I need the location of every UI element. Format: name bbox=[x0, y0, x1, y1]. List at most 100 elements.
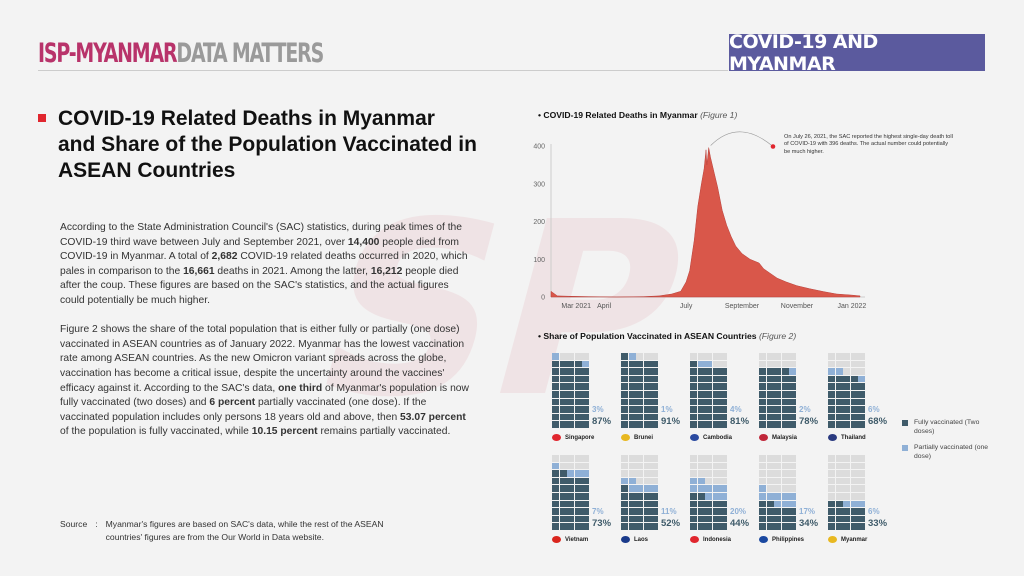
waffle-cell bbox=[552, 500, 559, 508]
waffle-cell bbox=[559, 493, 567, 500]
x-tick-label: April bbox=[597, 303, 611, 310]
waffle-cell bbox=[759, 508, 766, 515]
waffle-cell bbox=[705, 353, 713, 360]
waffle-cell bbox=[858, 375, 866, 383]
waffle-cell bbox=[858, 485, 866, 492]
legend-label-partial: Partially vaccinated (one dose) bbox=[914, 444, 989, 460]
waffle-cell bbox=[559, 470, 567, 477]
waffle-cell bbox=[690, 470, 697, 477]
flag-icon bbox=[690, 536, 699, 543]
waffle-cell bbox=[781, 383, 789, 390]
annotation-marker bbox=[770, 144, 776, 149]
waffle-cell bbox=[789, 368, 797, 375]
waffle-cell bbox=[774, 406, 782, 413]
waffle-cell bbox=[582, 413, 590, 421]
waffle-cell bbox=[835, 500, 843, 508]
partial-pct: 7% bbox=[592, 507, 604, 516]
waffle-cell bbox=[651, 455, 659, 462]
waffle-cell bbox=[651, 470, 659, 477]
waffle-cell bbox=[759, 500, 766, 508]
waffle-cell bbox=[766, 477, 774, 485]
waffle-cell bbox=[636, 455, 644, 462]
waffle-cell bbox=[690, 500, 697, 508]
waffle-cell bbox=[643, 375, 651, 383]
waffle-cell bbox=[582, 515, 590, 523]
waffle-cell bbox=[628, 406, 636, 413]
waffle-cell bbox=[789, 493, 797, 500]
waffle-cell bbox=[828, 391, 835, 398]
waffle-cell bbox=[781, 493, 789, 500]
waffle-cell bbox=[705, 413, 713, 421]
waffle-cell bbox=[574, 383, 582, 390]
waffle-cell bbox=[621, 477, 628, 485]
waffle-cell bbox=[552, 477, 559, 485]
waffle-cell bbox=[690, 477, 697, 485]
waffle-cell bbox=[789, 470, 797, 477]
waffle-cell bbox=[559, 500, 567, 508]
waffle-cell bbox=[712, 493, 720, 500]
waffle-cell bbox=[697, 406, 705, 413]
waffle-cell bbox=[850, 462, 858, 470]
waffle-cell bbox=[567, 398, 575, 406]
waffle-cell bbox=[567, 375, 575, 383]
waffle-cell bbox=[843, 455, 851, 462]
peak-annotation: On July 26, 2021, the SAC reported the h… bbox=[784, 134, 953, 155]
waffle-cell bbox=[835, 477, 843, 485]
waffle-cell bbox=[789, 353, 797, 360]
waffle-cell bbox=[559, 485, 567, 492]
waffle-cell bbox=[582, 508, 590, 515]
waffle-cell bbox=[712, 406, 720, 413]
waffle-cell bbox=[850, 477, 858, 485]
waffle-cell bbox=[774, 421, 782, 428]
waffle-cell bbox=[759, 368, 766, 375]
waffle-cell bbox=[835, 375, 843, 383]
country-name: Laos bbox=[634, 536, 649, 543]
waffle-cell bbox=[690, 515, 697, 523]
fully-pct: 78% bbox=[799, 416, 819, 427]
waffle-cell bbox=[697, 500, 705, 508]
waffle-cell bbox=[858, 515, 866, 523]
waffle-cell bbox=[621, 421, 628, 428]
waffle-cell bbox=[697, 353, 705, 360]
waffle-cell bbox=[712, 470, 720, 477]
waffle-cell bbox=[567, 406, 575, 413]
waffle-cell bbox=[789, 406, 797, 413]
waffle-cell bbox=[843, 485, 851, 492]
waffle-cell bbox=[774, 477, 782, 485]
waffle-cell bbox=[850, 368, 858, 375]
waffle-cell bbox=[628, 375, 636, 383]
waffle-cell bbox=[628, 353, 636, 360]
fully-pct: 68% bbox=[868, 416, 888, 427]
annotation-connector bbox=[710, 131, 774, 147]
waffle-cell bbox=[774, 485, 782, 492]
flag-icon bbox=[621, 434, 630, 441]
waffle-cell bbox=[628, 508, 636, 515]
waffle-cell bbox=[636, 485, 644, 492]
waffle-cell bbox=[574, 523, 582, 530]
waffle-cell bbox=[720, 515, 728, 523]
waffle-cell bbox=[759, 470, 766, 477]
waffle-cell bbox=[552, 493, 559, 500]
waffle-cell bbox=[850, 523, 858, 530]
country-label: Philippines bbox=[759, 536, 804, 543]
waffle-cell bbox=[766, 391, 774, 398]
waffle-cell bbox=[574, 477, 582, 485]
waffle-cell bbox=[552, 375, 559, 383]
waffle-cell bbox=[843, 500, 851, 508]
legend-label-fully: Fully vaccinated (Two doses) bbox=[914, 419, 980, 435]
waffle-cell bbox=[781, 421, 789, 428]
legend-partial: Partially vaccinated (one dose) bbox=[902, 443, 994, 461]
country-name: Singapore bbox=[565, 434, 595, 441]
waffle-cell bbox=[712, 398, 720, 406]
waffle-cell bbox=[843, 508, 851, 515]
waffle-cell bbox=[781, 413, 789, 421]
text-run: Figure 2 shows the share of the total po… bbox=[60, 324, 465, 394]
waffle-cell bbox=[690, 398, 697, 406]
waffle-cell bbox=[574, 375, 582, 383]
waffle-cell bbox=[574, 462, 582, 470]
waffle-cell bbox=[643, 508, 651, 515]
waffle-cell bbox=[651, 413, 659, 421]
waffle-cell bbox=[574, 455, 582, 462]
waffle-cell bbox=[651, 398, 659, 406]
x-tick-label: September bbox=[725, 303, 760, 310]
